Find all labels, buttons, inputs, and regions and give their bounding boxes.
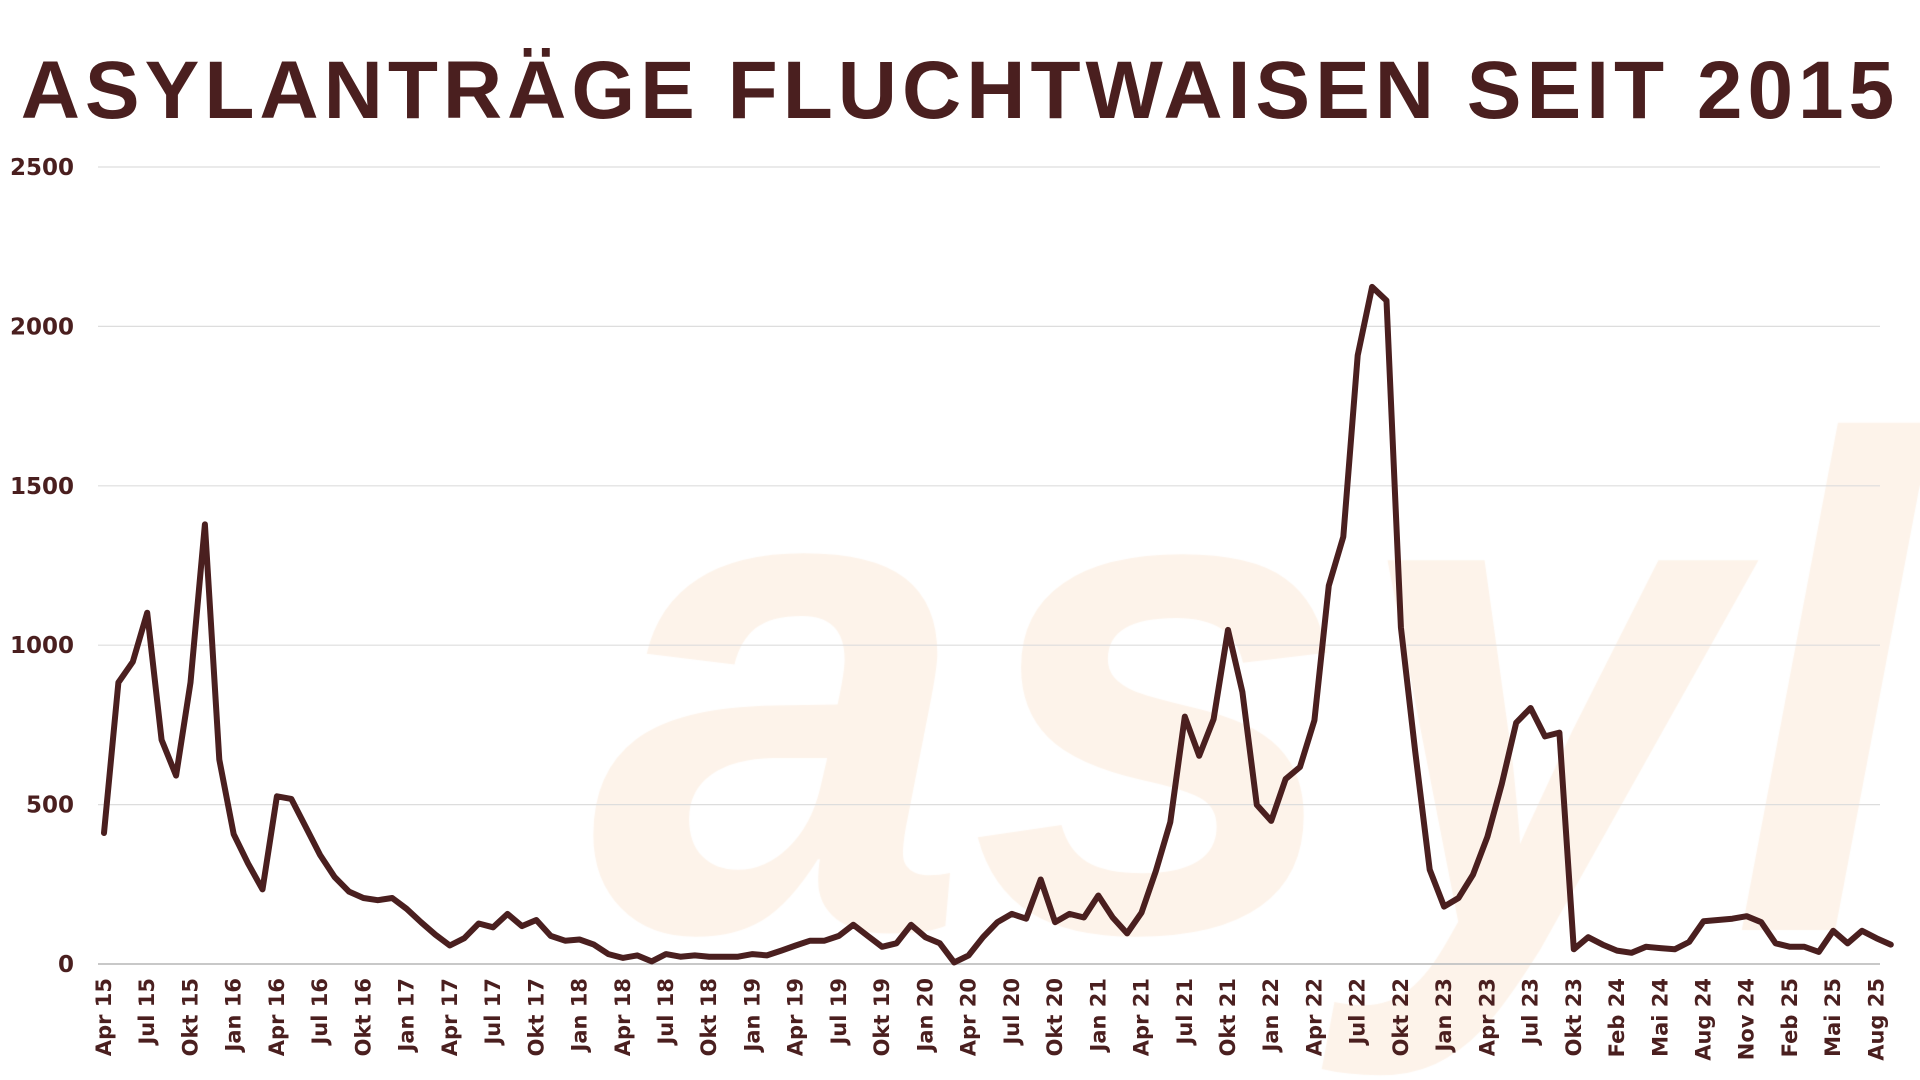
x-tick-label: Apr 20 <box>957 978 981 1056</box>
x-tick-label: Aug 25 <box>1864 978 1888 1061</box>
x-tick-label: Apr 22 <box>1302 978 1326 1056</box>
x-tick-label: Nov 24 <box>1735 978 1759 1060</box>
x-tick-label: Apr 15 <box>92 978 116 1056</box>
x-tick-label: Okt 23 <box>1562 978 1586 1056</box>
x-tick-label: Mai 24 <box>1648 978 1672 1057</box>
y-tick-label: 1000 <box>10 633 74 659</box>
x-tick-label: Jul 18 <box>654 978 678 1047</box>
x-tick-label: Okt 22 <box>1389 978 1413 1056</box>
x-tick-label: Jul 15 <box>135 978 159 1047</box>
x-tick-label: Feb 25 <box>1778 978 1802 1057</box>
y-tick-label: 2000 <box>10 314 74 340</box>
x-tick-label: Jan 17 <box>395 978 419 1053</box>
x-tick-label: Jan 16 <box>222 978 246 1053</box>
gridlines <box>98 166 1880 965</box>
x-tick-label: Apr 17 <box>438 978 462 1056</box>
x-tick-label: Okt 16 <box>351 978 375 1056</box>
x-tick-label: Jul 17 <box>481 978 505 1047</box>
x-tick-label: Apr 18 <box>611 978 635 1056</box>
y-tick-label: 0 <box>58 952 74 978</box>
x-tick-label: Jan 18 <box>568 978 592 1053</box>
data-points <box>104 287 1891 963</box>
y-tick-label: 1500 <box>10 474 74 500</box>
x-tick-label: Jan 20 <box>913 978 937 1053</box>
x-tick-label: Okt 18 <box>697 978 721 1056</box>
x-tick-label: Apr 21 <box>1130 978 1154 1056</box>
x-tick-label: Feb 24 <box>1605 978 1629 1057</box>
x-tick-label: Jan 22 <box>1259 978 1283 1053</box>
x-tick-label: Apr 23 <box>1475 978 1499 1056</box>
x-tick-label: Apr 19 <box>784 978 808 1056</box>
x-tick-label: Mai 25 <box>1821 978 1845 1057</box>
x-tick-label: Okt 20 <box>1043 978 1067 1056</box>
x-tick-label: Jul 23 <box>1519 978 1543 1047</box>
x-tick-label: Aug 24 <box>1692 978 1716 1061</box>
y-tick-label: 500 <box>26 793 74 819</box>
y-axis: 0 500 1000 1500 2000 2500 <box>10 155 74 978</box>
x-tick-label: Jul 16 <box>308 978 332 1047</box>
x-tick-label: Okt 17 <box>524 978 548 1056</box>
x-tick-label: Jul 19 <box>827 978 851 1047</box>
x-tick-label: Jan 23 <box>1432 978 1456 1053</box>
x-axis: Apr 15 Jul 15 Okt 15 Jan 16 Apr 16 Jul 16 Okt … <box>92 978 1888 1061</box>
chart-title: ASYLANTRÄGE FLUCHTWAISEN SEIT 2015 <box>21 45 1900 136</box>
x-tick-label: Okt 21 <box>1216 978 1240 1056</box>
x-tick-label: Jul 20 <box>1000 978 1024 1046</box>
x-tick-label: Jul 22 <box>1346 978 1370 1047</box>
x-tick-label: Jan 19 <box>740 978 764 1053</box>
x-tick-label: Okt 15 <box>178 978 202 1056</box>
series-line <box>101 283 1894 966</box>
x-tick-label: Apr 16 <box>265 978 289 1056</box>
x-tick-label: Okt 19 <box>870 978 894 1056</box>
x-tick-label: Jan 21 <box>1086 978 1110 1053</box>
x-tick-label: Jul 21 <box>1173 978 1197 1047</box>
y-tick-label: 2500 <box>10 155 74 181</box>
